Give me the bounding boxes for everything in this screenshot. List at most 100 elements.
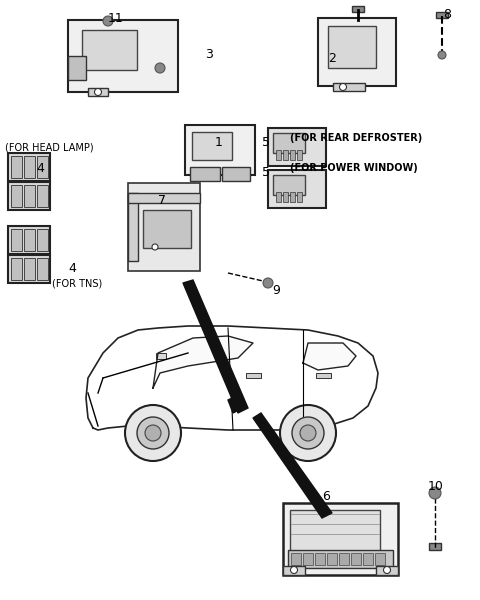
Bar xyxy=(288,550,393,568)
Bar xyxy=(375,553,385,565)
Bar xyxy=(436,12,448,18)
Bar xyxy=(290,510,380,552)
Bar xyxy=(297,192,302,202)
Text: (FOR HEAD LAMP): (FOR HEAD LAMP) xyxy=(5,143,94,153)
Circle shape xyxy=(429,487,441,499)
Bar xyxy=(303,553,313,565)
Text: 2: 2 xyxy=(328,52,336,64)
Bar xyxy=(291,553,301,565)
Text: (FOR TNS): (FOR TNS) xyxy=(52,278,102,288)
Circle shape xyxy=(438,51,446,59)
Bar xyxy=(318,18,396,86)
Bar xyxy=(24,185,35,207)
Bar xyxy=(246,373,261,378)
Circle shape xyxy=(145,425,161,441)
Bar xyxy=(8,226,50,254)
Bar xyxy=(290,192,295,202)
Bar xyxy=(8,153,50,181)
Bar xyxy=(268,128,326,166)
Circle shape xyxy=(300,425,316,441)
Bar xyxy=(276,192,281,202)
Circle shape xyxy=(384,566,391,574)
Polygon shape xyxy=(153,336,253,388)
Bar xyxy=(143,210,191,248)
Bar xyxy=(37,185,48,207)
Text: 10: 10 xyxy=(428,481,444,493)
Circle shape xyxy=(125,405,181,461)
Bar xyxy=(283,192,288,202)
Bar xyxy=(37,258,48,280)
Bar xyxy=(315,553,325,565)
Bar xyxy=(339,553,349,565)
Bar xyxy=(128,193,200,203)
Bar xyxy=(268,170,326,208)
Bar xyxy=(8,182,50,210)
Bar xyxy=(24,156,35,178)
Bar xyxy=(156,353,166,359)
Bar xyxy=(283,150,288,160)
Circle shape xyxy=(152,244,158,250)
Bar xyxy=(363,553,373,565)
Bar xyxy=(37,156,48,178)
Bar xyxy=(283,503,398,575)
Circle shape xyxy=(292,417,324,449)
Bar xyxy=(351,553,361,565)
Text: 11: 11 xyxy=(108,11,124,25)
Circle shape xyxy=(280,405,336,461)
Bar xyxy=(11,229,22,251)
Bar xyxy=(273,175,305,195)
Bar xyxy=(37,229,48,251)
Bar xyxy=(222,167,250,181)
Text: 4: 4 xyxy=(68,262,76,275)
Bar xyxy=(128,193,138,261)
Circle shape xyxy=(290,566,298,574)
Bar xyxy=(316,373,331,378)
Bar xyxy=(8,255,50,283)
Bar xyxy=(276,150,281,160)
Bar xyxy=(328,26,376,68)
Polygon shape xyxy=(228,395,243,413)
Text: 8: 8 xyxy=(443,8,451,22)
Bar xyxy=(283,566,305,575)
Text: 5: 5 xyxy=(262,136,270,148)
Bar xyxy=(11,258,22,280)
Text: (FOR REAR DEFROSTER): (FOR REAR DEFROSTER) xyxy=(290,133,422,143)
Text: 6: 6 xyxy=(322,491,330,503)
Bar xyxy=(192,132,232,160)
Bar xyxy=(24,258,35,280)
Polygon shape xyxy=(183,280,248,413)
Bar xyxy=(190,167,220,181)
Bar xyxy=(297,150,302,160)
Circle shape xyxy=(95,88,101,95)
Circle shape xyxy=(263,278,273,288)
Bar xyxy=(273,133,305,153)
Text: 1: 1 xyxy=(215,136,223,148)
Bar xyxy=(68,56,86,80)
Text: 9: 9 xyxy=(272,283,280,296)
Bar xyxy=(88,88,108,96)
Bar xyxy=(429,543,441,550)
Bar xyxy=(82,30,137,70)
Text: 5: 5 xyxy=(262,166,270,179)
Circle shape xyxy=(137,417,169,449)
Polygon shape xyxy=(253,413,332,518)
Bar xyxy=(376,566,398,575)
Bar xyxy=(11,156,22,178)
Text: 4: 4 xyxy=(36,161,44,175)
Circle shape xyxy=(339,83,347,91)
Bar xyxy=(290,150,295,160)
Bar xyxy=(11,185,22,207)
Bar xyxy=(333,83,365,91)
Circle shape xyxy=(155,63,165,73)
Text: 3: 3 xyxy=(205,49,213,61)
Text: 7: 7 xyxy=(158,193,166,206)
Bar xyxy=(327,553,337,565)
Bar xyxy=(185,125,255,175)
Polygon shape xyxy=(303,343,356,370)
Bar xyxy=(68,20,178,92)
Bar xyxy=(128,183,200,271)
Bar xyxy=(24,229,35,251)
Bar xyxy=(352,6,364,12)
Text: (FOR POWER WINDOW): (FOR POWER WINDOW) xyxy=(290,163,418,173)
Circle shape xyxy=(103,16,113,26)
